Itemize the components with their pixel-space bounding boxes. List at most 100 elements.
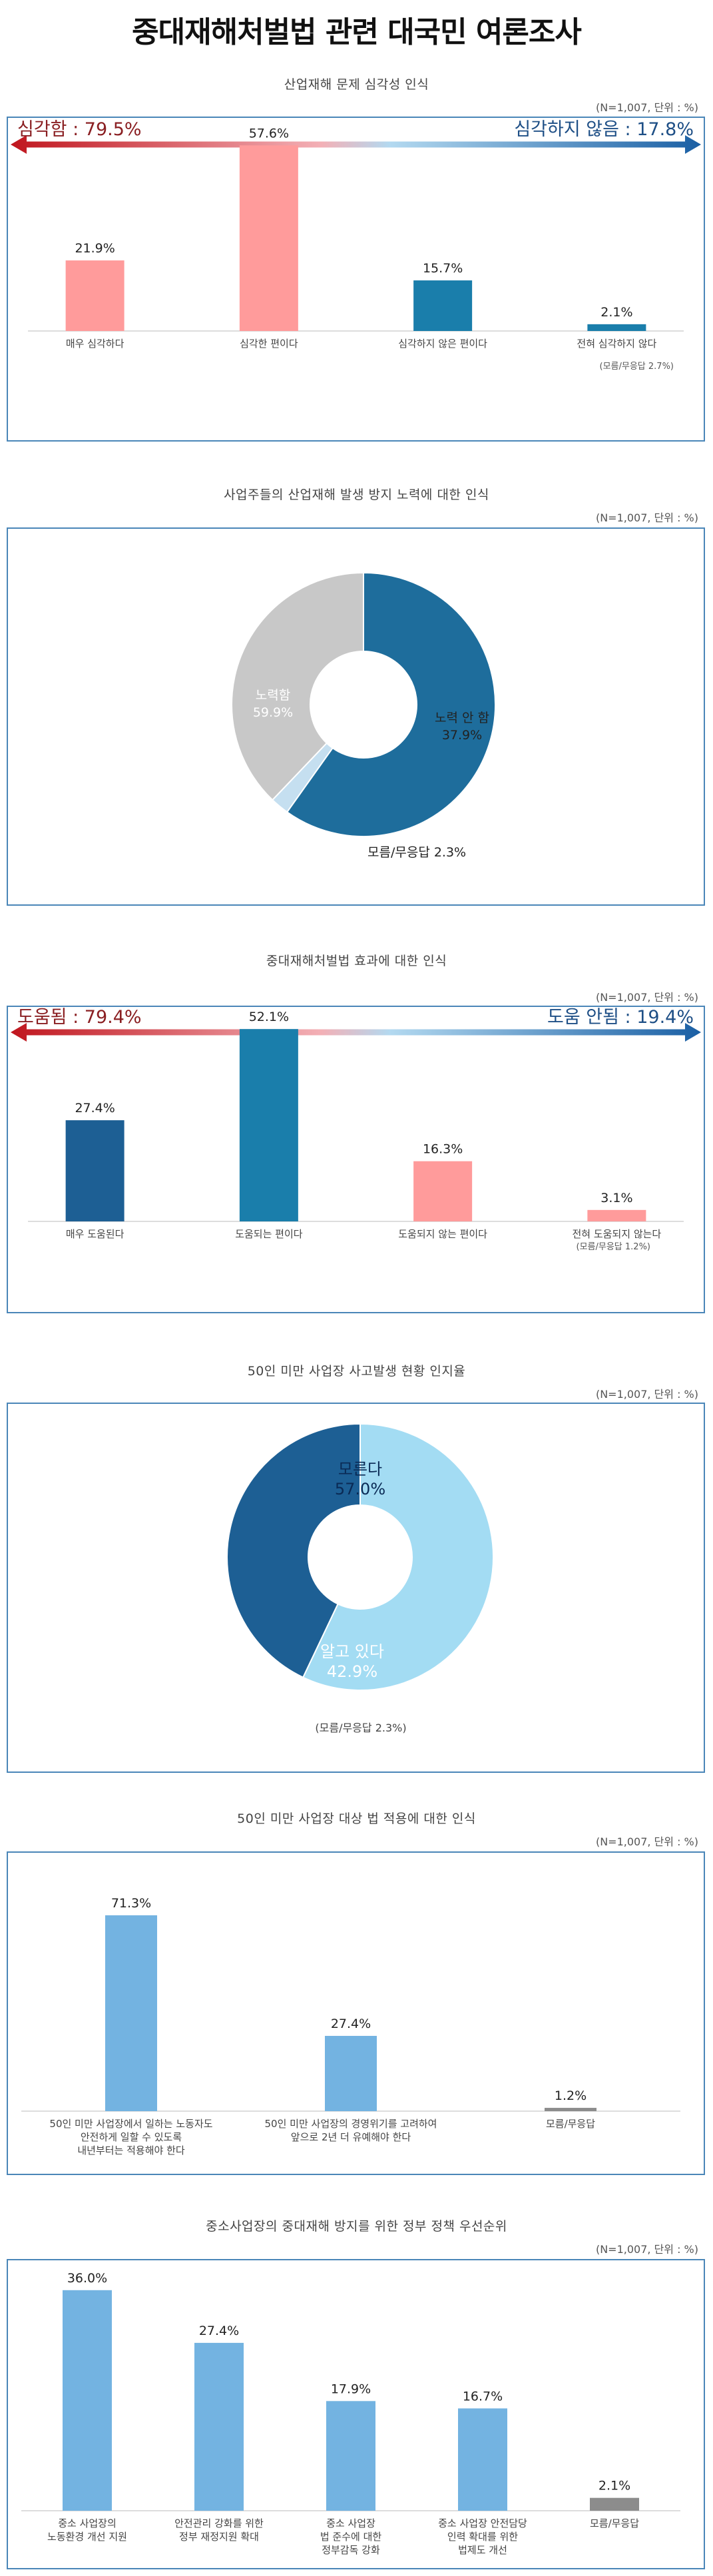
category-tick-label: 매우 심각하다: [66, 338, 124, 350]
chart-1-note: (N=1,007, 단위 : %): [595, 101, 698, 114]
bar: [413, 280, 473, 331]
chart-5-title: 50인 미만 사업장 대상 법 적용에 대한 인식: [237, 1811, 476, 1826]
data-label: 57.6%: [249, 126, 289, 141]
chart-1-svg: 심각함 : 79.5% 심각하지 않음 : 17.8% 21.9% 매우 심각하다 57…: [11, 119, 701, 372]
bar: [239, 1029, 298, 1221]
slice-outside-label: 모름/무응답 2.3%: [367, 845, 466, 860]
chart-1-panel: 심각함 : 79.5% 심각하지 않음 : 17.8% 21.9% 매우 심각하다 57…: [7, 117, 705, 442]
category-tick-label: 모름/무응답: [590, 2517, 639, 2529]
data-label: 15.7%: [423, 261, 463, 276]
summary-arrow: [11, 135, 701, 154]
chart-2-title: 사업주들의 산업재해 발생 방지 노력에 대한 인식: [224, 487, 489, 502]
summary-right-label: 도움 안됨 : 19.4%: [547, 1007, 694, 1028]
data-label: 2.1%: [598, 2479, 630, 2493]
chart-6-note: (N=1,007, 단위 : %): [595, 2243, 698, 2256]
category-tick-label: 도움되지 않는 편이다: [398, 1228, 487, 1240]
pie-slice: [286, 571, 496, 837]
category-tick-label: 전혀 심각하지 않다: [577, 338, 656, 350]
summary-left-label: 도움됨 : 79.4%: [17, 1007, 142, 1028]
chart-4-note: (N=1,007, 단위 : %): [595, 1388, 698, 1401]
chart-5-note: (N=1,007, 단위 : %): [595, 1835, 698, 1848]
category-tick-label: 노동환경 개선 지원: [47, 2531, 127, 2543]
chart-4-panel: 모른다 57.0% 알고 있다 42.9% (모름/무응답 2.3%): [7, 1403, 705, 1773]
data-label: 36.0%: [67, 2271, 107, 2286]
data-label: 17.9%: [331, 2382, 371, 2396]
chart-2-svg: 노력함 59.9% 노력 안 함 37.9% 모름/무응답 2.3%: [231, 571, 496, 860]
chart-3-note: (N=1,007, 단위 : %): [595, 991, 698, 1004]
pie-slice: [226, 1423, 361, 1678]
data-label: 1.2%: [555, 2089, 587, 2103]
data-label: 27.4%: [199, 2324, 239, 2338]
slice-name-label: 모른다: [338, 1460, 382, 1478]
category-tick-label: 앞으로 2년 더 유예해야 한다: [291, 2131, 411, 2143]
category-tick-label: 심각한 편이다: [240, 338, 298, 350]
category-tick-label: 도움되는 편이다: [235, 1228, 303, 1240]
summary-arrow: [11, 1023, 701, 1042]
slice-name-label: 노력 안 함: [435, 711, 489, 725]
footnote: (모름/무응답 2.7%): [600, 362, 674, 372]
category-tick-label: 전혀 도움되지 않는다: [573, 1228, 662, 1240]
bar: [239, 145, 298, 331]
category-tick-label: 인력 확대를 위한: [447, 2531, 518, 2543]
slice-value-label: 57.0%: [335, 1480, 385, 1498]
data-label: 52.1%: [249, 1010, 289, 1024]
bar: [590, 2497, 639, 2511]
bar: [326, 2401, 375, 2511]
data-label: 2.1%: [600, 305, 632, 320]
category-tick-label: 내년부터는 적용해야 한다: [77, 2144, 185, 2156]
slice-value-label: 59.9%: [253, 705, 293, 720]
category-tick-label: 중소 사업장 안전담당: [438, 2517, 527, 2529]
category-tick-label: 법제도 개선: [458, 2544, 507, 2556]
chart-5-panel: 71.3% 50인 미만 사업장에서 일하는 노동자도 안전하게 일할 수 있도록 내…: [7, 1851, 705, 2175]
category-tick-label: 중소 사업장: [326, 2517, 375, 2529]
bar: [65, 260, 124, 331]
category-tick-label: 중소 사업장의: [58, 2517, 117, 2529]
bar: [194, 2342, 244, 2511]
category-tick-label: 50인 미만 사업장의 경영위기를 고려하여: [265, 2118, 437, 2130]
category-tick-label: 심각하지 않은 편이다: [398, 338, 487, 350]
chart-4-title: 50인 미만 사업장 사고발생 현황 인지율: [247, 1364, 466, 1379]
category-tick-label: 안전하게 일할 수 있도록: [81, 2131, 182, 2143]
slice-name-label: 알고 있다: [320, 1642, 384, 1661]
bar: [587, 324, 646, 331]
data-label: 27.4%: [75, 1101, 115, 1116]
chart-2-note: (N=1,007, 단위 : %): [595, 511, 698, 524]
slice-value-label: 42.9%: [327, 1662, 377, 1681]
chart-3-svg: 도움됨 : 79.4% 도움 안됨 : 19.4% 27.4% 매우 도움된다 52.1…: [11, 1007, 701, 1252]
bar: [458, 2408, 507, 2511]
chart-3-panel: 도움됨 : 79.4% 도움 안됨 : 19.4% 27.4% 매우 도움된다 52.1…: [7, 1006, 705, 1313]
category-tick-label: 법 준수에 대한: [320, 2531, 382, 2543]
bar: [105, 1915, 157, 2111]
chart-1-title: 산업재해 문제 심각성 인식: [284, 77, 429, 92]
category-tick-label: 50인 미만 사업장에서 일하는 노동자도: [49, 2118, 212, 2130]
summary-right-label: 심각하지 않음 : 17.8%: [514, 119, 694, 140]
data-label: 21.9%: [75, 241, 115, 256]
bar: [413, 1161, 473, 1221]
chart-3-title: 중대재해처벌법 효과에 대한 인식: [266, 954, 447, 968]
summary-left-label: 심각함 : 79.5%: [17, 119, 142, 140]
slice-name-label: 노력함: [256, 688, 290, 703]
pie-slice: [231, 571, 364, 801]
category-tick-label: 안전관리 강화를 위한: [174, 2517, 264, 2529]
data-label: 71.3%: [111, 1896, 151, 1911]
data-label: 16.7%: [463, 2389, 503, 2404]
bar: [65, 1120, 124, 1221]
data-label: 16.3%: [423, 1142, 463, 1157]
category-tick-label: 정부 재정지원 확대: [179, 2531, 259, 2543]
bar: [325, 2035, 377, 2111]
bar: [587, 1209, 646, 1221]
footnote: (모름/무응답 1.2%): [577, 1242, 650, 1252]
footnote: (모름/무응답 2.3%): [315, 1722, 406, 1734]
page-title: 중대재해처벌법 관련 대국민 여론조사: [132, 15, 582, 49]
data-label: 27.4%: [331, 2017, 371, 2031]
chart-6-title: 중소사업장의 중대재해 방지를 위한 정부 정책 우선순위: [206, 2219, 507, 2234]
pie-slice: [302, 1423, 494, 1691]
category-tick-label: 모름/무응답: [546, 2118, 595, 2130]
category-tick-label: 정부감독 강화: [322, 2544, 380, 2556]
chart-2-panel: 노력함 59.9% 노력 안 함 37.9% 모름/무응답 2.3%: [7, 527, 705, 906]
category-tick-label: 매우 도움된다: [66, 1228, 124, 1240]
